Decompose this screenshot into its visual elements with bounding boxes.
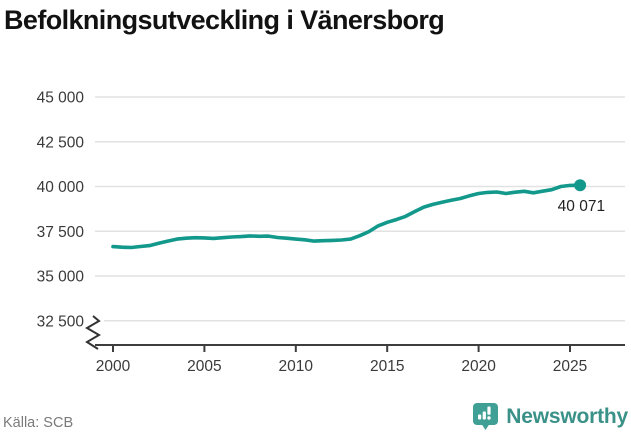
y-tick-label: 32 500 — [37, 313, 85, 330]
y-tick-label: 37 500 — [37, 224, 85, 241]
population-line — [111, 183, 582, 250]
last-value-label: 40 071 — [558, 198, 605, 215]
y-tick-label: 45 000 — [37, 90, 85, 107]
x-axis — [95, 344, 625, 352]
y-tick-label: 42 500 — [37, 134, 85, 151]
x-tick-label: 2010 — [279, 358, 314, 375]
y-gridlines — [95, 96, 625, 322]
axis-break-icon — [85, 315, 101, 350]
y-tick-label: 40 000 — [37, 179, 85, 196]
newsworthy-bubble-icon — [473, 403, 499, 430]
x-tick-label: 2025 — [553, 358, 587, 375]
x-tick-label: 2020 — [461, 358, 496, 375]
y-axis-labels: 45 000 42 500 40 000 37 500 35 000 32 500 — [37, 90, 85, 331]
source-label: Källa: SCB — [3, 415, 74, 431]
newsworthy-logo[interactable]: Newsworthy — [472, 402, 628, 431]
x-tick-label: 2000 — [96, 358, 131, 375]
x-tick-label: 2015 — [370, 358, 404, 375]
chart-title: Befolkningsutveckling i Vänersborg — [4, 5, 445, 35]
newsworthy-wordmark: Newsworthy — [506, 404, 628, 428]
last-point-dot — [574, 179, 587, 192]
y-tick-label: 35 000 — [37, 269, 85, 286]
x-axis-labels: 2000 2005 2010 2015 2020 2025 — [96, 358, 587, 375]
x-tick-label: 2005 — [187, 358, 221, 375]
